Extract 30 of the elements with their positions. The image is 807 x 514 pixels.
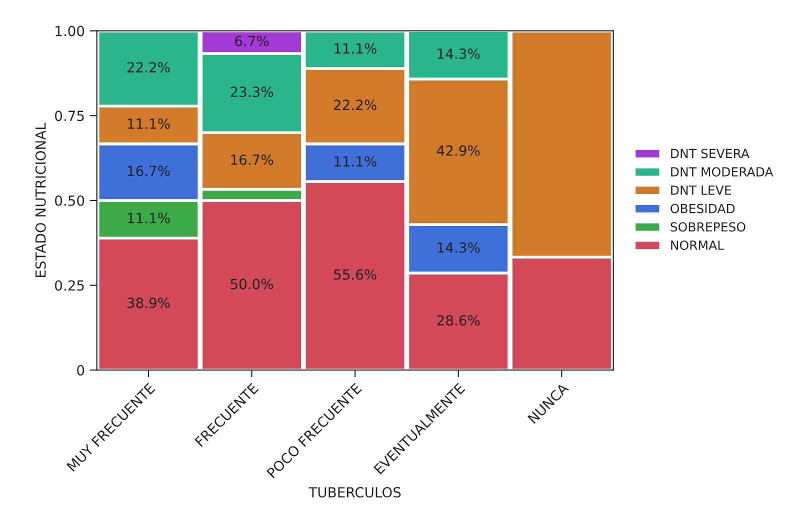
data-label: 16.7% <box>128 166 170 176</box>
y-tick-label: 0.50 <box>55 195 84 206</box>
legend-label: DNT LEVE <box>671 186 731 195</box>
data-label: 11.1% <box>334 156 376 167</box>
data-label: 11.1% <box>128 212 170 224</box>
data-label: 11.1% <box>128 118 170 130</box>
data-label: 6.7% <box>235 36 269 46</box>
legend-label: OBESIDAD <box>670 204 735 214</box>
data-label: 28.6% <box>437 315 480 326</box>
y-tick-label: 1.00 <box>56 26 84 36</box>
data-label: 22.2% <box>334 100 376 110</box>
y-tick-label: 0.25 <box>55 280 84 291</box>
legend-label: DNT MODERADA <box>671 167 774 177</box>
y-tick-label: 0.75 <box>55 110 84 122</box>
legend-label: DNT SEVERA <box>671 148 750 158</box>
data-label: 14.3% <box>438 48 480 59</box>
data-label: 22.2% <box>127 62 170 73</box>
data-label: 50.0% <box>230 278 274 290</box>
data-label: 14.3% <box>438 242 480 253</box>
data-label: 11.1% <box>334 43 376 54</box>
x-axis-title: TUBERCULOS <box>308 487 401 498</box>
data-label: 16.7% <box>231 154 274 165</box>
data-label: 55.6% <box>334 269 376 280</box>
y-axis-title: ESTADO NUTRICIONAL <box>35 122 46 277</box>
y-tick-label: 0 <box>77 365 84 376</box>
data-label: 23.3% <box>230 86 274 98</box>
legend-label: NORMAL <box>671 240 724 250</box>
legend-label: SOBREPESO <box>670 222 746 232</box>
data-label: 38.9% <box>127 298 170 308</box>
data-label: 42.9% <box>436 145 480 156</box>
